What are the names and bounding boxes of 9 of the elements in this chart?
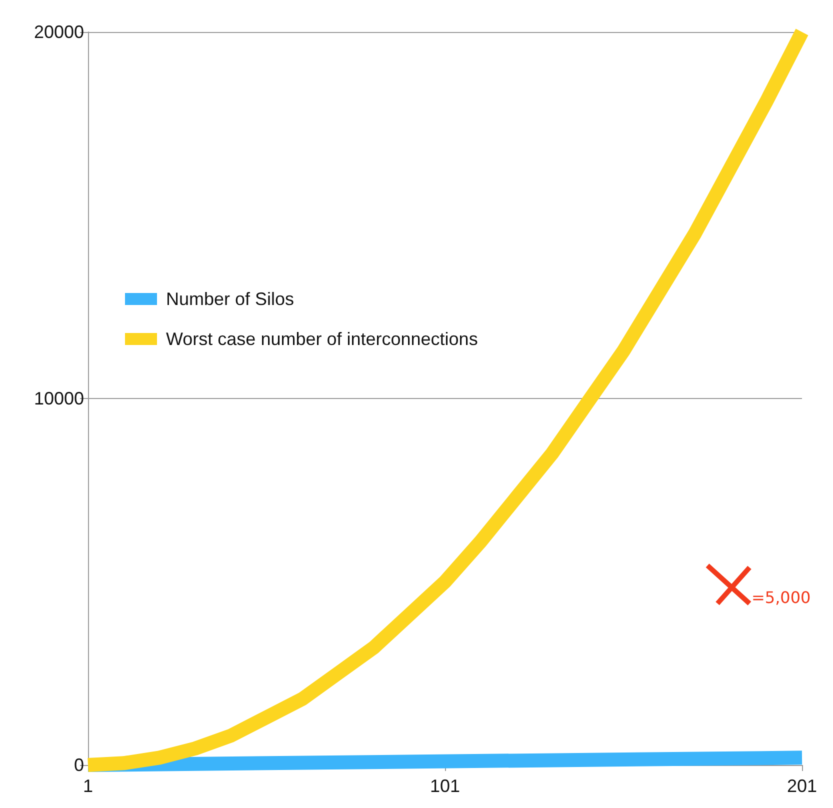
y-tick-label: 10000 (34, 388, 84, 408)
x-tick-label: 101 (430, 776, 460, 796)
annotation: =5,000 (752, 588, 811, 607)
y-tick-label: 0 (74, 755, 84, 775)
legend-label: Number of Silos (166, 289, 294, 309)
x-tick-label: 1 (82, 776, 94, 796)
legend-label: Worst case number of interconnections (166, 329, 478, 349)
x-tick-label: 201 (786, 776, 818, 796)
y-tick-label: 20000 (34, 22, 84, 42)
